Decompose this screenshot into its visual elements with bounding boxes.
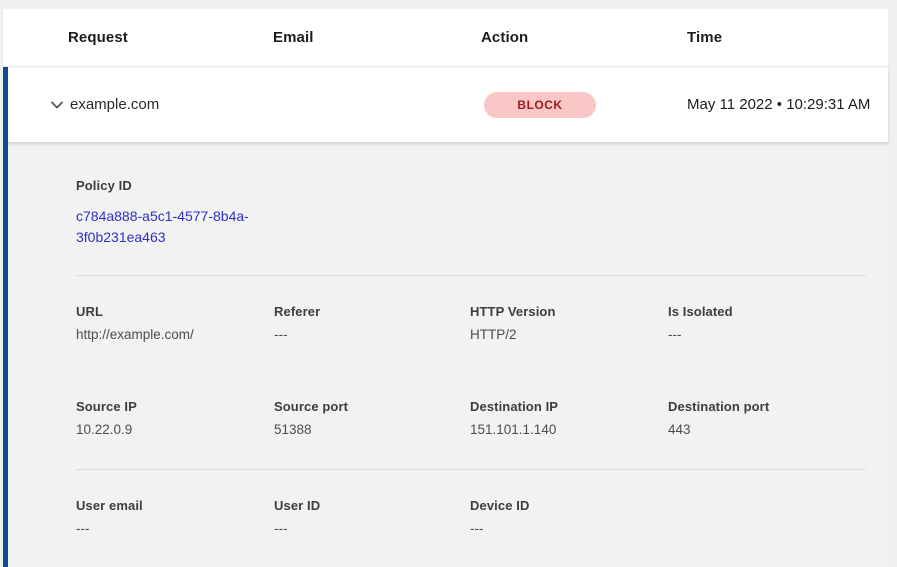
detail-fields-row-http: URL http://example.com/ Referer --- HTTP…	[76, 304, 866, 343]
field-value: 51388	[274, 422, 312, 437]
policy-id-link[interactable]: c784a888-a5c1-4577-8b4a-3f0b231ea463	[76, 208, 249, 245]
row-action-cell: BLOCK	[481, 91, 687, 118]
field-value: 443	[668, 422, 691, 437]
field-label: Device ID	[470, 498, 530, 513]
field-value: ---	[274, 521, 288, 536]
field-label: User ID	[274, 498, 321, 513]
row-request-value: example.com	[70, 96, 160, 114]
column-header-time: Time	[687, 29, 723, 47]
policy-id-field: Policy ID c784a888-a5c1-4577-8b4a-3f0b23…	[76, 178, 866, 248]
section-divider	[76, 469, 866, 470]
row-time-value: May 11 2022 • 10:29:31 AM	[687, 95, 871, 113]
field-label: HTTP Version	[470, 304, 556, 319]
row-expand-toggle[interactable]	[8, 96, 70, 114]
field-value: 151.101.1.140	[470, 422, 557, 437]
destination-ip-field: Destination IP 151.101.1.140	[470, 399, 668, 438]
section-divider	[76, 275, 866, 276]
source-ip-field: Source IP 10.22.0.9	[76, 399, 274, 438]
is-isolated-field: Is Isolated ---	[668, 304, 866, 343]
empty-field	[668, 498, 866, 537]
destination-port-field: Destination port 443	[668, 399, 866, 438]
http-version-field: HTTP Version HTTP/2	[470, 304, 668, 343]
source-port-field: Source port 51388	[274, 399, 470, 438]
chevron-down-icon	[48, 96, 66, 114]
url-field: URL http://example.com/	[76, 304, 274, 343]
field-value: ---	[274, 327, 288, 342]
log-table-card: Request Email Action Time example.com BL…	[3, 9, 888, 567]
block-status-badge: BLOCK	[484, 91, 596, 118]
field-label: Destination IP	[470, 399, 559, 414]
user-email-field: User email ---	[76, 498, 274, 537]
field-value: http://example.com/	[76, 327, 194, 342]
referer-field: Referer ---	[274, 304, 470, 343]
detail-fields-row-user: User email --- User ID --- Device ID ---	[76, 498, 866, 537]
field-label: Source IP	[76, 399, 137, 414]
gateway-log-page: Request Email Action Time example.com BL…	[0, 9, 897, 567]
field-label: User email	[76, 498, 143, 513]
field-label: Referer	[274, 304, 321, 319]
user-id-field: User ID ---	[274, 498, 470, 537]
detail-fields-row-network: Source IP 10.22.0.9 Source port 51388 De…	[76, 399, 866, 438]
row-detail-panel: Policy ID c784a888-a5c1-4577-8b4a-3f0b23…	[8, 142, 888, 567]
column-header-request: Request	[68, 29, 128, 47]
table-row[interactable]: example.com BLOCK May 11 2022 • 10:29:31…	[8, 67, 888, 142]
table-header-row: Request Email Action Time	[3, 9, 888, 68]
expanded-row-group: example.com BLOCK May 11 2022 • 10:29:31…	[3, 67, 888, 567]
field-value: 10.22.0.9	[76, 422, 133, 437]
column-header-email: Email	[273, 29, 314, 47]
column-header-action: Action	[481, 29, 529, 47]
field-value: ---	[470, 521, 484, 536]
policy-id-label: Policy ID	[76, 178, 132, 193]
field-label: Is Isolated	[668, 304, 733, 319]
field-label: URL	[76, 304, 104, 319]
field-value: HTTP/2	[470, 327, 517, 342]
device-id-field: Device ID ---	[470, 498, 668, 537]
field-label: Destination port	[668, 399, 770, 414]
field-label: Source port	[274, 399, 349, 414]
field-value: ---	[668, 327, 682, 342]
field-value: ---	[76, 521, 90, 536]
